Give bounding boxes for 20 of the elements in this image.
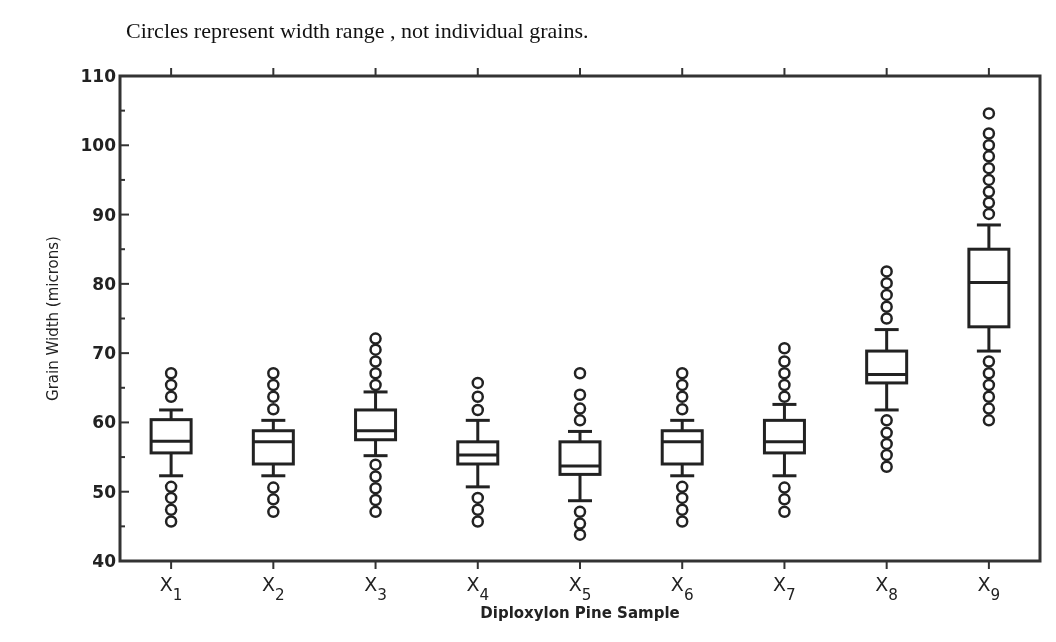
x-tick-label: X$_{3}$ bbox=[364, 573, 387, 604]
y-tick-label: 90 bbox=[92, 204, 117, 225]
x-tick-label: X$_{5}$ bbox=[568, 573, 592, 604]
y-tick-label: 80 bbox=[92, 273, 117, 294]
y-tick-label: 70 bbox=[92, 343, 117, 364]
y-tick-label: 110 bbox=[80, 65, 117, 86]
y-tick-label: 60 bbox=[92, 412, 117, 433]
x-tick-label: X$_{2}$ bbox=[261, 573, 285, 604]
x-tick-label: X$_{7}$ bbox=[773, 573, 796, 604]
y-tick-label: 40 bbox=[92, 550, 117, 571]
chart-title: Circles represent width range , not individual grains. bbox=[126, 18, 589, 43]
x-tick-label: X$_{6}$ bbox=[670, 573, 694, 604]
x-tick-label: X$_{9}$ bbox=[977, 573, 1001, 604]
x-tick-label: X$_{1}$ bbox=[159, 573, 183, 604]
y-axis-title: Grain Width (microns) bbox=[44, 236, 62, 401]
x-tick-label: X$_{4}$ bbox=[466, 573, 490, 604]
x-tick-label: X$_{8}$ bbox=[875, 573, 899, 604]
y-tick-label: 100 bbox=[80, 135, 117, 156]
x-axis-title: Diploxylon Pine Sample bbox=[480, 604, 680, 622]
y-tick-label: 50 bbox=[92, 481, 117, 502]
